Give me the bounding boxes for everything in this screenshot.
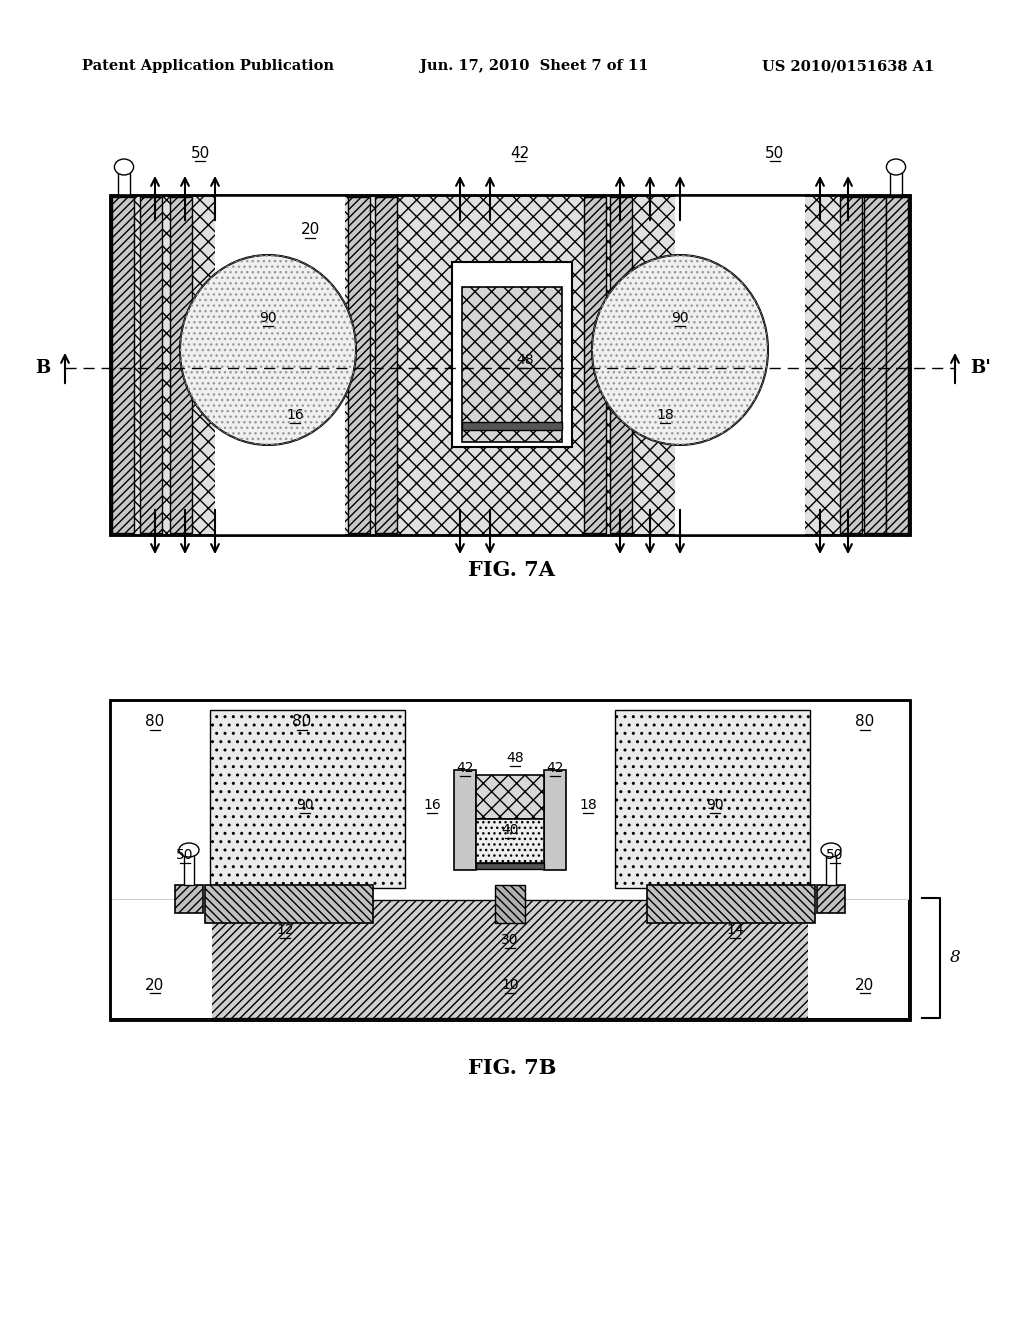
Bar	[375, 197, 397, 533]
Bar	[215, 195, 345, 535]
Text: 50: 50	[826, 847, 844, 862]
Bar	[495, 884, 525, 923]
Text: 80: 80	[855, 714, 874, 730]
Bar	[170, 197, 193, 533]
Bar	[476, 775, 544, 818]
Bar	[584, 197, 606, 533]
Bar	[175, 884, 203, 913]
Text: 14: 14	[726, 923, 743, 937]
Bar	[675, 195, 805, 535]
Bar	[112, 900, 212, 1018]
Text: 42: 42	[546, 762, 564, 775]
Text: 50: 50	[765, 145, 784, 161]
Bar	[864, 197, 886, 533]
Text: 40: 40	[502, 822, 519, 837]
Text: FIG. 7B: FIG. 7B	[468, 1059, 556, 1078]
Bar	[348, 197, 370, 533]
Text: 80: 80	[145, 714, 165, 730]
Text: 18: 18	[656, 408, 674, 422]
Bar	[110, 195, 910, 535]
Bar	[610, 197, 632, 533]
Bar	[112, 197, 134, 533]
Text: B: B	[35, 359, 50, 378]
Text: 18: 18	[580, 799, 597, 812]
Bar	[110, 700, 910, 1020]
Bar	[205, 884, 373, 923]
Bar	[808, 900, 908, 1018]
Bar	[118, 168, 130, 195]
Text: 10: 10	[501, 978, 519, 993]
Text: 48: 48	[516, 352, 534, 367]
Ellipse shape	[179, 843, 199, 857]
Bar	[647, 884, 815, 923]
Text: B': B'	[970, 359, 991, 378]
Text: 50: 50	[190, 145, 210, 161]
Text: 20: 20	[855, 978, 874, 993]
Bar	[544, 770, 566, 870]
Text: Jun. 17, 2010  Sheet 7 of 11: Jun. 17, 2010 Sheet 7 of 11	[420, 59, 648, 73]
Text: 20: 20	[300, 223, 319, 238]
Text: 16: 16	[423, 799, 441, 812]
Bar	[454, 770, 476, 870]
Ellipse shape	[887, 158, 905, 176]
Ellipse shape	[115, 158, 133, 176]
Text: 90: 90	[259, 312, 276, 325]
Bar	[615, 710, 810, 888]
Ellipse shape	[180, 255, 356, 445]
Bar	[112, 702, 207, 888]
Bar	[826, 850, 836, 884]
Bar	[452, 261, 572, 447]
Bar	[140, 197, 162, 533]
Bar	[813, 702, 908, 888]
Bar	[210, 710, 406, 888]
Text: FIG. 7A: FIG. 7A	[469, 560, 555, 579]
Bar	[110, 700, 910, 1020]
Text: 90: 90	[707, 799, 724, 812]
Bar	[817, 884, 845, 913]
Text: Patent Application Publication: Patent Application Publication	[82, 59, 334, 73]
Text: US 2010/0151638 A1: US 2010/0151638 A1	[762, 59, 934, 73]
Text: 8: 8	[950, 949, 961, 966]
Text: 50: 50	[176, 847, 194, 862]
Text: 48: 48	[506, 751, 524, 766]
Text: 20: 20	[145, 978, 165, 993]
Bar	[840, 197, 862, 533]
Text: 30: 30	[502, 933, 519, 946]
Bar	[184, 850, 194, 884]
Ellipse shape	[821, 843, 841, 857]
Bar	[890, 168, 902, 195]
Bar	[112, 900, 908, 1018]
Text: 90: 90	[296, 799, 313, 812]
Bar	[476, 863, 544, 869]
Text: 90: 90	[671, 312, 689, 325]
Text: 16: 16	[286, 408, 304, 422]
Text: 80: 80	[293, 714, 311, 730]
Ellipse shape	[592, 255, 768, 445]
Bar	[476, 818, 544, 863]
Text: 42: 42	[457, 762, 474, 775]
Bar	[462, 422, 562, 430]
Text: 42: 42	[510, 145, 529, 161]
Text: 12: 12	[276, 923, 294, 937]
Bar	[110, 195, 910, 535]
Bar	[462, 286, 562, 442]
Bar	[886, 197, 908, 533]
